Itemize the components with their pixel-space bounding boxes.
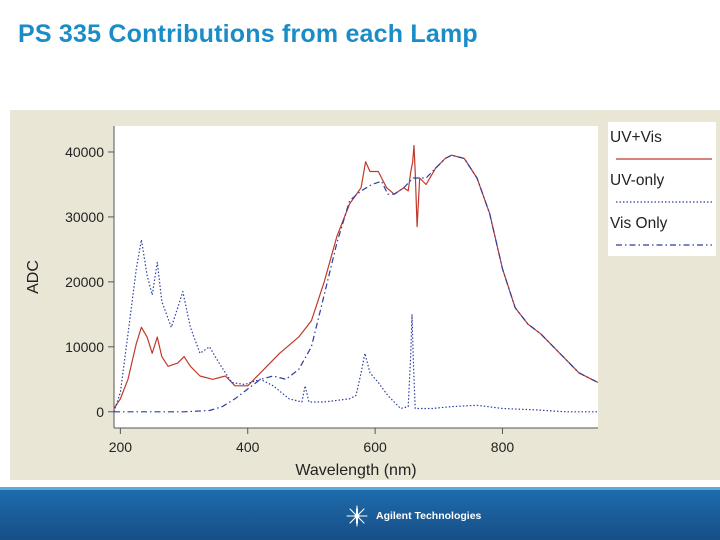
legend-label: UV+Vis xyxy=(610,129,662,146)
y-tick-label: 30000 xyxy=(65,209,104,225)
page-title: PS 335 Contributions from each Lamp xyxy=(18,20,478,48)
footer-stripe xyxy=(0,487,720,490)
agilent-spark-icon xyxy=(346,505,368,527)
legend-label: Vis Only xyxy=(610,215,668,232)
y-tick-label: 20000 xyxy=(65,274,104,290)
x-tick-label: 800 xyxy=(491,439,515,455)
series-line-uv-only xyxy=(113,239,598,413)
x-tick-label: 400 xyxy=(236,439,260,455)
y-tick-label: 10000 xyxy=(65,339,104,355)
x-tick-label: 200 xyxy=(109,439,133,455)
chart-panel: 0 10000 20000 30000 40000 200 400 600 800 Wavelen… xyxy=(10,110,720,480)
x-tick-label: 600 xyxy=(363,439,387,455)
legend-box xyxy=(608,122,716,256)
y-tick-label: 0 xyxy=(96,404,104,420)
plot-area xyxy=(114,126,598,428)
brand-logo: Agilent Technologies xyxy=(346,505,481,527)
brand-name: Agilent Technologies xyxy=(376,510,482,522)
lamp-spectrum-chart: 0 10000 20000 30000 40000 200 400 600 800 Wavelen… xyxy=(25,122,716,479)
y-tick-label: 40000 xyxy=(65,144,104,160)
x-axis-label: Wavelength (nm) xyxy=(295,462,416,479)
y-axis-label: ADC xyxy=(25,260,42,294)
legend-label: UV-only xyxy=(610,172,665,189)
